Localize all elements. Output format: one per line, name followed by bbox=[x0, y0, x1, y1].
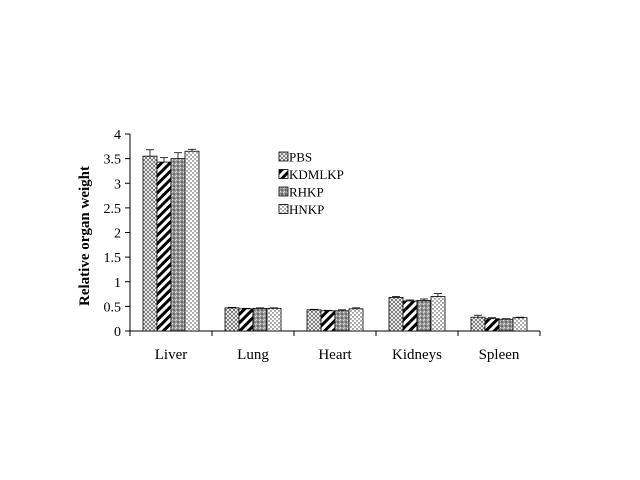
x-tick-label: Kidneys bbox=[392, 347, 442, 363]
bar-hnkp-heart bbox=[348, 308, 364, 332]
y-axis-label: Relative organ weight bbox=[77, 166, 93, 306]
legend: PBS KDMLKP RHKP HNKP bbox=[278, 150, 344, 217]
x-axis: Liver Lung Heart Kidneys Spleen bbox=[129, 330, 541, 363]
x-tick-label: Heart bbox=[318, 347, 352, 363]
bar-pbs-spleen bbox=[470, 316, 486, 332]
y-tick-label: 0 bbox=[114, 325, 121, 340]
legend-label-hnkp: HNKP bbox=[289, 202, 324, 217]
y-tick-label: 1.5 bbox=[104, 251, 122, 266]
bar-pbs-heart bbox=[306, 309, 322, 332]
bar-hnkp-lung bbox=[266, 307, 282, 332]
bar-rhkp-kidneys bbox=[416, 300, 432, 332]
y-tick-label: 3 bbox=[114, 177, 121, 192]
y-tick-label: 2.5 bbox=[104, 202, 122, 217]
legend-swatch-pbs bbox=[278, 151, 289, 162]
bar-pbs-kidneys bbox=[388, 297, 404, 332]
legend-swatch-rhkp bbox=[278, 186, 289, 197]
y-tick-label: 3.5 bbox=[104, 153, 122, 168]
x-tick-label: Spleen bbox=[479, 347, 520, 363]
bar-rhkp-spleen bbox=[498, 318, 514, 332]
legend-label-pbs: PBS bbox=[289, 150, 312, 165]
y-tick-label: 0.5 bbox=[104, 300, 122, 315]
y-tick-label: 2 bbox=[114, 227, 121, 242]
legend-label-kdmlkp: KDMLKP bbox=[289, 167, 344, 182]
bar-hnkp-spleen bbox=[512, 317, 528, 332]
bar-rhkp-liver bbox=[170, 158, 186, 332]
bar-rhkp-lung bbox=[252, 307, 268, 332]
bar-kdmlkp-kidneys bbox=[402, 300, 418, 332]
y-tick-label: 1 bbox=[114, 276, 121, 291]
bar-kdmlkp-heart bbox=[320, 310, 336, 332]
x-tick-label: Lung bbox=[237, 347, 269, 363]
bar-pbs-liver bbox=[142, 155, 158, 332]
y-tick-label: 4 bbox=[114, 128, 121, 143]
bar-kdmlkp-lung bbox=[238, 308, 254, 332]
legend-swatch-kdmlkp bbox=[278, 169, 289, 179]
bar-hnkp-kidneys bbox=[430, 296, 446, 332]
bar-kdmlkp-spleen bbox=[484, 318, 500, 332]
bar-rhkp-heart bbox=[334, 310, 350, 332]
bar-hnkp-liver bbox=[184, 150, 200, 332]
legend-label-rhkp: RHKP bbox=[289, 185, 324, 200]
bar-pbs-lung bbox=[224, 307, 240, 332]
bars bbox=[142, 148, 528, 332]
bar-kdmlkp-liver bbox=[156, 161, 172, 332]
legend-swatch-hnkp bbox=[278, 204, 289, 214]
x-tick-label: Liver bbox=[155, 347, 187, 363]
y-axis: 0 0.5 1 1.5 2 2.5 3 3.5 4 bbox=[104, 128, 131, 340]
